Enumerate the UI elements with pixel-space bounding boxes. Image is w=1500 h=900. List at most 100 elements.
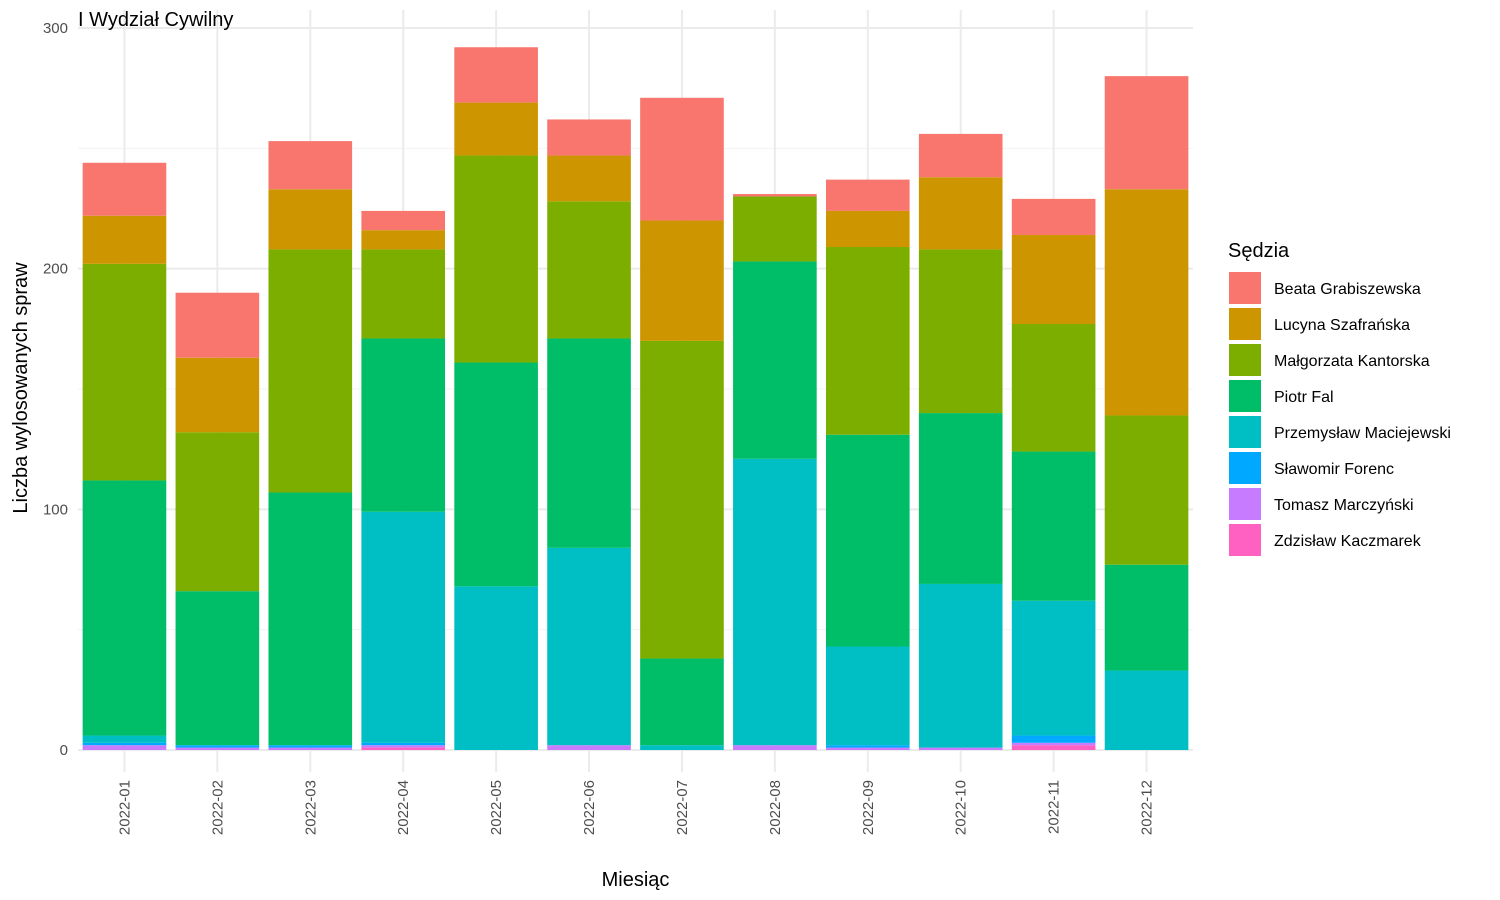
chart-title: I Wydział Cywilny (78, 9, 233, 31)
bar-segment (918, 413, 1003, 584)
bar-segment (640, 745, 724, 750)
bar-segment (547, 201, 631, 339)
bar-segment (825, 747, 910, 750)
bar-segment (1011, 600, 1096, 736)
y-tick-label: 100 (43, 501, 68, 518)
bar-segment (454, 586, 538, 750)
bar-segment (825, 210, 910, 248)
bar-segment (1104, 415, 1189, 565)
bar-segment (733, 745, 817, 750)
bar-segment (82, 162, 167, 216)
bar-segment (918, 747, 1003, 750)
x-tick-label: 2022-05 (488, 780, 505, 835)
bar-segment (454, 47, 538, 103)
bar-segment (1011, 745, 1096, 750)
bar-segment (825, 745, 910, 748)
bar-segment (733, 458, 817, 746)
legend-swatch (1229, 380, 1261, 412)
x-tick-label: 2022-01 (116, 780, 133, 835)
y-tick-label: 0 (60, 742, 68, 759)
bar-segment (361, 747, 446, 750)
bar-segment (268, 141, 353, 190)
bar-segment (1011, 742, 1096, 746)
bar-segment (268, 492, 353, 746)
bar-segment (640, 220, 724, 341)
bar-segment (1104, 670, 1189, 750)
bar-segment (268, 249, 353, 493)
bar-segment (918, 177, 1003, 250)
legend-swatch (1229, 344, 1261, 376)
bar-segment (640, 340, 724, 659)
bar-segment (640, 658, 724, 746)
bar-segment (640, 97, 724, 221)
x-tick-label: 2022-11 (1046, 780, 1063, 834)
x-tick-label: 2022-02 (209, 780, 226, 835)
bar-segment (82, 215, 167, 264)
bar-segment (82, 745, 167, 750)
bar-segment (1011, 234, 1096, 325)
y-axis-ticks: 0 100 200 300 (43, 20, 68, 759)
bar-segment (547, 547, 631, 746)
bar-segment (268, 745, 353, 748)
bar-segment (733, 196, 817, 262)
bar-segment (1104, 189, 1189, 416)
bar-segment (918, 133, 1003, 178)
bar-segment (82, 742, 167, 746)
legend-swatch (1229, 524, 1261, 556)
bar-segment (361, 249, 446, 339)
x-tick-label: 2022-10 (953, 780, 970, 835)
bar-segment (268, 189, 353, 250)
x-tick-label: 2022-03 (302, 780, 319, 835)
bars (82, 47, 1189, 750)
bar-segment (1104, 564, 1189, 671)
x-axis-ticks: 2022-01 2022-02 2022-03 2022-04 2022-05 2022-… (116, 780, 1155, 835)
bar-segment (361, 338, 446, 512)
y-tick-label: 200 (43, 261, 68, 278)
bar-segment (454, 102, 538, 156)
bar-segment (175, 432, 260, 592)
bar-segment (175, 747, 260, 750)
legend-label: Lucyna Szafrańska (1274, 317, 1410, 334)
legend-swatch (1229, 488, 1261, 520)
bar-segment (82, 263, 167, 481)
bar-segment (547, 155, 631, 202)
bar-segment (361, 511, 446, 743)
x-tick-label: 2022-12 (1139, 780, 1156, 835)
bar-segment (547, 119, 631, 156)
bar-segment (175, 745, 260, 748)
x-tick-label: 2022-08 (767, 780, 784, 835)
bar-segment (918, 249, 1003, 414)
legend-title: Sędzia (1228, 240, 1290, 262)
bar-segment (175, 357, 260, 433)
bar-segment (547, 745, 631, 750)
bar-segment (1011, 198, 1096, 235)
bar-segment (82, 735, 167, 743)
legend-label: Przemysław Maciejewski (1274, 425, 1451, 442)
bar-segment (175, 591, 260, 746)
legend: Sędzia Beata Grabiszewska Lucyna Szafrańs… (1228, 240, 1451, 556)
bar-segment (454, 155, 538, 363)
legend-label: Małgorzata Kantorska (1274, 353, 1430, 370)
bar-segment (825, 434, 910, 647)
bar-segment (1011, 735, 1096, 743)
legend-swatch (1229, 416, 1261, 448)
bar-segment (361, 742, 446, 746)
legend-label: Zdzisław Kaczmarek (1274, 533, 1422, 550)
bar-segment (733, 261, 817, 459)
bar-segment (1011, 451, 1096, 601)
y-tick-label: 300 (43, 20, 68, 37)
bar-segment (918, 583, 1003, 748)
bar-segment (175, 292, 260, 358)
bar-segment (733, 194, 817, 197)
legend-label: Piotr Fal (1274, 389, 1334, 406)
bar-segment (82, 480, 167, 736)
legend-label: Sławomir Forenc (1274, 461, 1394, 478)
bar-segment (825, 179, 910, 211)
bar-segment (361, 230, 446, 250)
bar-segment (1011, 324, 1096, 452)
y-axis-title: Liczba wylosowanych spraw (10, 262, 32, 514)
bar-segment (361, 210, 446, 231)
bar-segment (547, 338, 631, 548)
bar-segment (825, 646, 910, 746)
legend-swatch (1229, 452, 1261, 484)
